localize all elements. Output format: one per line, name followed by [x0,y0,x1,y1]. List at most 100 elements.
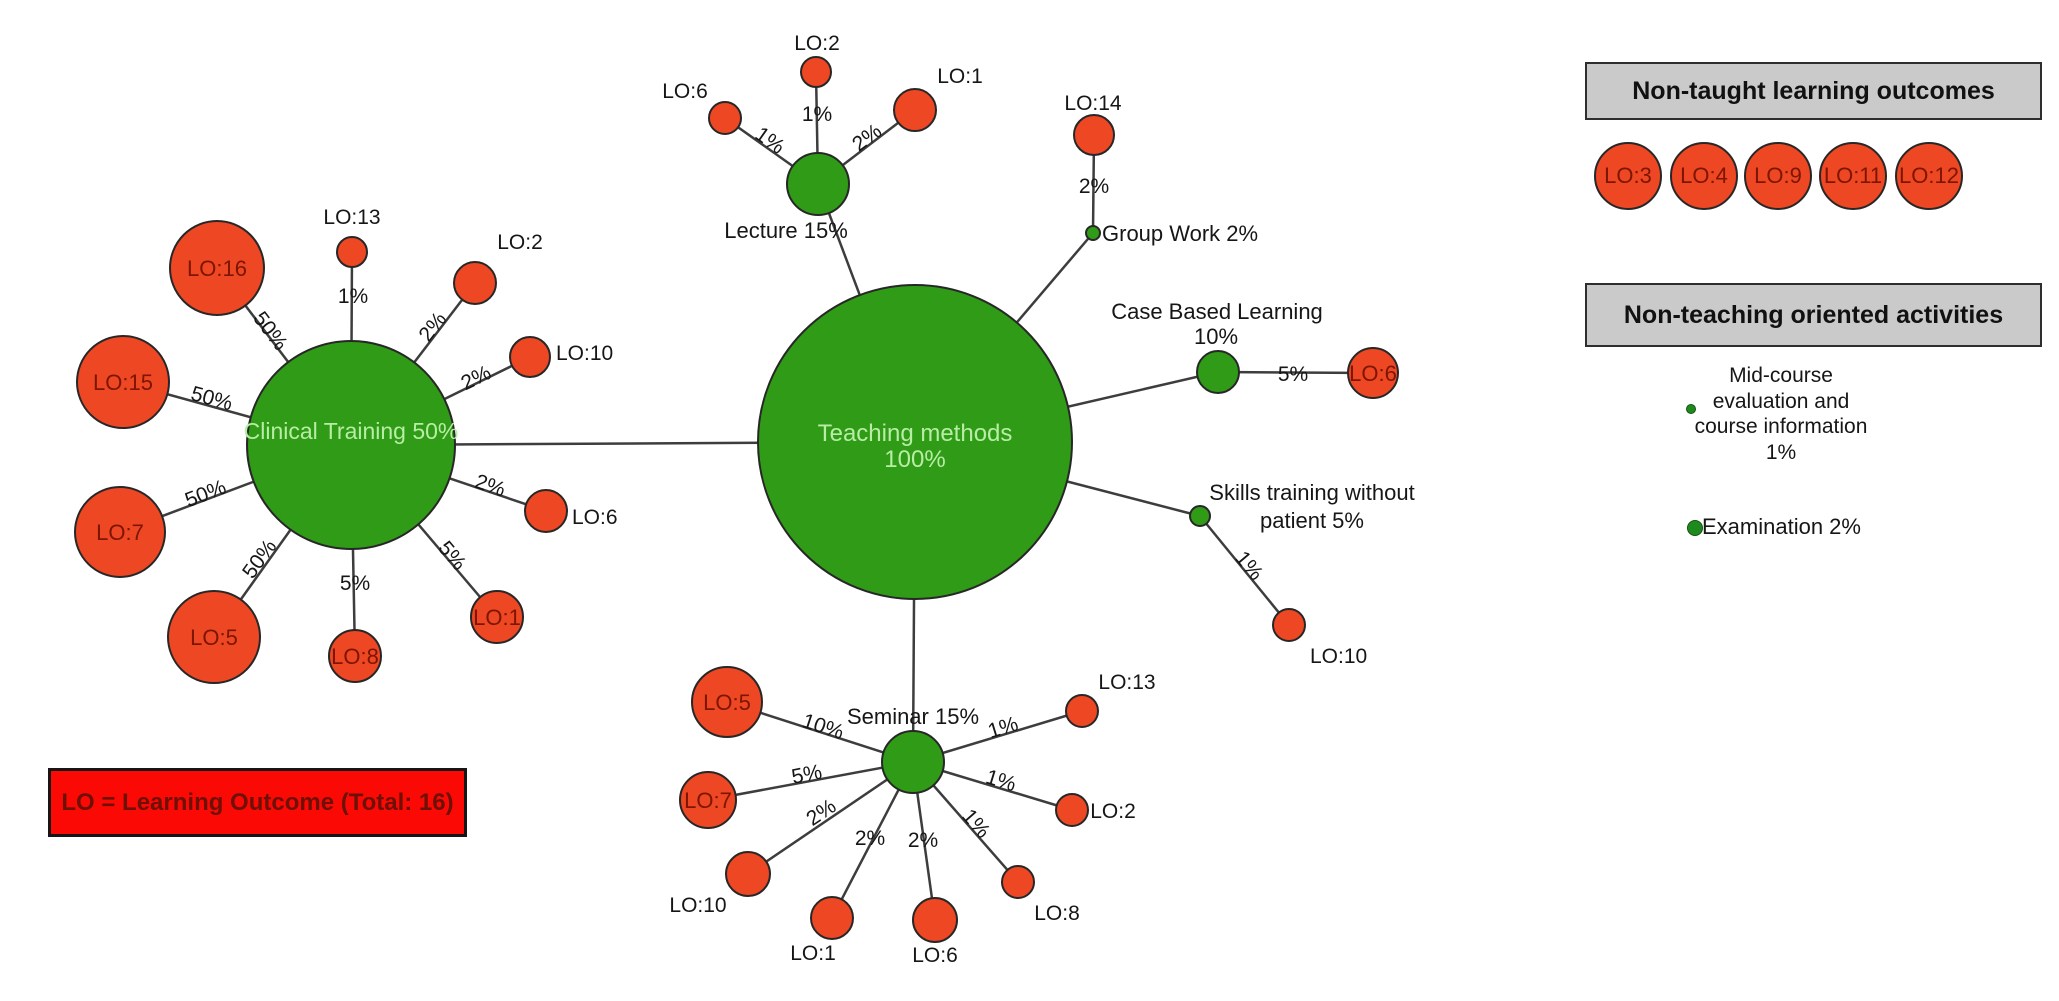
non-taught-circle-lo12: LO:12 [1895,142,1963,210]
edge-pct-seminar-sm-lo1: 2% [855,827,885,850]
edge-pct-clinical-ct-lo2: 2% [414,308,451,346]
node-sm-lo2-label: LO:2 [1090,800,1136,823]
node-lc-lo1-circle [893,88,937,132]
edge-pct-seminar-sm-lo13: 1% [985,712,1021,743]
node-skills-circle [1189,505,1211,527]
node-teaching-circle [757,284,1073,600]
node-ct-lo16-label: LO:16 [187,256,247,281]
node-ct-lo8-circle [328,629,382,683]
node-ct-lo10-circle [509,336,551,378]
edge-pct-skills-sk-lo10: 1% [1230,547,1267,585]
edge-pct-seminar-sm-lo5: 10% [799,709,846,744]
node-ct-lo13-label: LO:13 [323,206,380,229]
node-clinical-circle [246,340,456,550]
node-ct-lo5-circle [167,590,261,684]
title-label-3: Case Based Learning [1111,299,1323,324]
node-sm-lo5-circle [691,666,763,738]
node-gw-lo14-label: LO:14 [1064,92,1122,115]
node-sm-lo10-circle [725,851,771,897]
node-ct-lo6-circle [524,489,568,533]
title-label-0: Lecture 15% [724,218,848,243]
node-ct-lo16-circle [169,220,265,316]
node-sk-lo10-label: LO:10 [1310,645,1367,668]
edge-pct-seminar-sm-lo8: 1% [957,805,994,843]
node-lc-lo2-circle [800,56,832,88]
node-ct-lo2-circle [453,261,497,305]
node-cbl-lo6-circle [1347,347,1399,399]
activity-dot-icon [1686,404,1696,414]
node-ct-lo6-label: LO:6 [572,506,618,529]
node-clinical-label: Clinical Training 50% [244,418,459,444]
node-lc-lo1-label: LO:1 [937,65,983,88]
node-sm-lo7-circle [679,771,737,829]
node-ct-lo15-circle [76,335,170,429]
node-lc-lo2-label: LO:2 [794,32,840,55]
node-sm-lo5-label: LO:5 [703,690,751,715]
title-label-1: Seminar 15% [847,704,979,729]
activity-dot-icon [1687,520,1703,536]
node-gw-lo14-circle [1073,114,1115,156]
node-sk-lo10-circle [1272,608,1306,642]
edge-pct-cbl-cbl-lo6: 5% [1278,363,1308,386]
node-sm-lo6-circle [912,897,958,943]
edge-pct-groupwork-gw-lo14: 2% [1079,175,1109,198]
edge-pct-clinical-ct-lo5: 50% [238,535,281,583]
edge-pct-seminar-sm-lo2: 1% [983,765,1019,796]
edge-skills-sk-lo10 [1199,515,1290,626]
activity-text: Examination 2% [1702,514,1861,539]
edge-pct-clinical-ct-lo13: 1% [338,285,368,308]
edge-seminar-sm-lo7 [707,760,914,802]
node-sm-lo6-label: LO:6 [912,944,958,967]
node-sm-lo8-circle [1001,865,1035,899]
title-label-5: Skills training without [1209,480,1414,505]
node-seminar-circle [881,730,945,794]
edge-seminar-sm-lo10 [747,760,914,876]
edge-pct-clinical-ct-lo16: 50% [248,307,292,354]
title-label-2: Group Work 2% [1102,221,1258,246]
node-groupwork-circle [1085,225,1101,241]
node-ct-lo1-label: LO:1 [473,605,521,630]
edge-pct-seminar-sm-lo7: 5% [790,760,824,788]
node-ct-lo10-label: LO:10 [556,342,613,365]
edge-pct-clinical-ct-lo8: 5% [340,572,370,595]
node-sm-lo8-label: LO:8 [1034,902,1080,925]
title-label-4: 10% [1194,324,1238,349]
edge-pct-clinical-ct-lo15: 50% [188,382,235,415]
edge-pct-lecture-lc-lo2: 1% [802,103,832,126]
edge-pct-lecture-lc-lo1: 2% [848,119,886,156]
node-teaching-label: Teaching methods 100% [818,420,1013,473]
node-ct-lo7-label: LO:7 [96,520,144,545]
edge-pct-clinical-ct-lo1: 5% [433,537,470,575]
activity-text: Mid-course evaluation and course informa… [1694,364,1868,464]
title-label-6: patient 5% [1260,508,1364,533]
node-ct-lo2-label: LO:2 [497,231,543,254]
node-sm-lo2-circle [1055,793,1089,827]
node-lc-lo6-circle [708,101,742,135]
node-sm-lo1-circle [810,896,854,940]
edge-pct-seminar-sm-lo6: 2% [908,829,938,852]
node-ct-lo15-label: LO:15 [93,370,153,395]
node-cbl-circle [1196,350,1240,394]
node-cbl-lo6-label: LO:6 [1349,361,1397,386]
node-lc-lo6-label: LO:6 [662,80,708,103]
node-sm-lo1-label: LO:1 [790,942,836,965]
non-taught-learning-outcomes-header: Non-taught learning outcomes [1585,62,2042,120]
edge-pct-clinical-ct-lo7: 50% [182,476,229,513]
non-taught-circle-lo4: LO:4 [1670,142,1738,210]
node-ct-lo5-label: LO:5 [190,625,238,650]
node-sm-lo13-circle [1065,694,1099,728]
non-taught-circle-lo11: LO:11 [1819,142,1887,210]
node-lecture-circle [786,152,850,216]
node-ct-lo8-label: LO:8 [331,644,379,669]
non-teaching-oriented-activities-header: Non-teaching oriented activities [1585,283,2042,347]
node-sm-lo7-label: LO:7 [684,788,732,813]
lo-legend-box: LO = Learning Outcome (Total: 16) [48,768,467,837]
node-ct-lo13-circle [336,236,368,268]
non-taught-circle-lo3: LO:3 [1594,142,1662,210]
non-taught-circle-lo9: LO:9 [1744,142,1812,210]
node-ct-lo7-circle [74,486,166,578]
edge-pct-seminar-sm-lo10: 2% [802,795,840,831]
node-ct-lo1-circle [470,590,524,644]
